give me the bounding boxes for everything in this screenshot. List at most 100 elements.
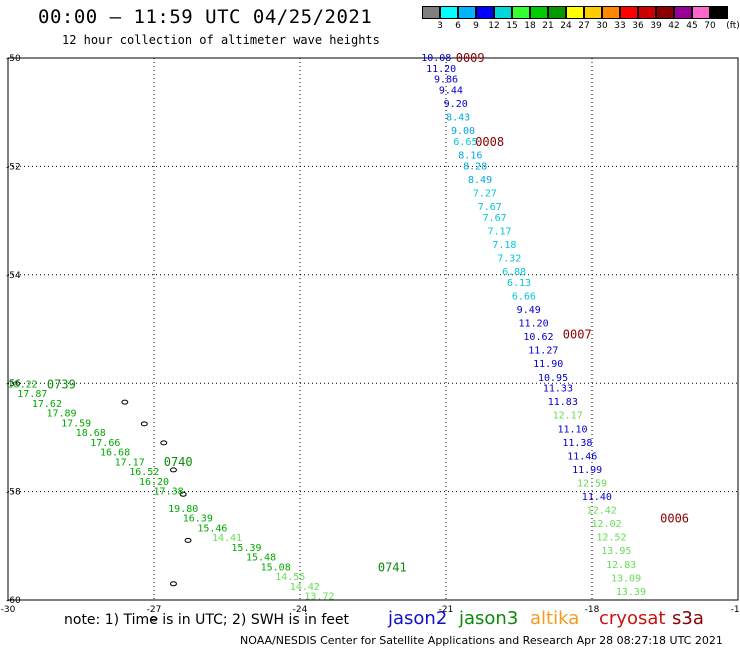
lon-tick-label: -18: [585, 605, 600, 615]
footer-credit: NOAA/NESDIS Center for Satellite Applica…: [240, 634, 723, 647]
swh-label: 11.83: [548, 397, 578, 408]
colorbar-swatch: [440, 6, 458, 19]
swh-label: 8.49: [468, 175, 492, 186]
colorbar-label: 42: [668, 21, 680, 31]
swh-label: 11.10: [557, 424, 587, 435]
colorbar-swatch: [494, 6, 512, 19]
swh-label: 11.33: [543, 384, 573, 395]
swh-label: 17.17: [115, 457, 145, 468]
swh-label: 11.27: [528, 346, 558, 357]
colorbar-label: 18: [524, 21, 536, 31]
time-label: 0008: [475, 135, 504, 149]
time-label: 0007: [563, 327, 592, 341]
colorbar-swatch: [458, 6, 476, 19]
swh-label: 11.90: [533, 359, 563, 370]
swh-label: 16.68: [100, 448, 130, 459]
island-shape: [184, 537, 192, 543]
colorbar-swatch: [530, 6, 548, 19]
swh-label: 14.55: [275, 572, 305, 583]
lat-tick-label: -58: [6, 488, 21, 498]
page-subtitle: 12 hour collection of altimeter wave hei…: [62, 33, 380, 47]
island-shape: [121, 399, 129, 405]
time-label: 0740: [164, 455, 193, 469]
colorbar-label: 9: [473, 21, 479, 31]
swh-label: 15.46: [197, 523, 227, 534]
swh-label: 12.42: [587, 506, 617, 517]
island-shape: [179, 491, 187, 497]
swh-label: 14.41: [212, 533, 242, 544]
satellite-legend-item: cryosat: [599, 608, 666, 629]
swh-label: 12.83: [606, 560, 636, 571]
swh-label: 17.59: [61, 418, 91, 429]
swh-label: 6.66: [512, 291, 536, 302]
colorbar-label: 15: [506, 21, 518, 31]
swh-label: 10.95: [538, 373, 568, 384]
satellite-legend-item: jason2: [388, 608, 448, 629]
colorbar-label: 33: [614, 21, 626, 31]
swh-label: 14.42: [290, 582, 320, 593]
colorbar-label: 30: [596, 21, 608, 31]
lon-tick-label: -15: [731, 605, 740, 615]
colorbar-label: 6: [455, 21, 461, 31]
swh-label: 9.49: [517, 305, 541, 316]
colorbar-swatch: [710, 6, 728, 19]
colorbar-label: 3: [437, 21, 443, 31]
swh-label: 7.67: [483, 213, 507, 224]
page-title: 00:00 – 11:59 UTC 04/25/2021: [38, 6, 373, 28]
swh-label: 16.52: [129, 467, 159, 478]
swh-label: 9.86: [434, 75, 458, 86]
swh-label: 6.65: [453, 137, 477, 148]
swh-label: 19.80: [168, 504, 198, 515]
swh-label: 7.17: [487, 226, 511, 237]
colorbar-label: 45: [686, 21, 698, 31]
colorbar-label: 70: [704, 21, 716, 31]
colorbar-label: 21: [542, 21, 554, 31]
swh-label: 15.48: [246, 553, 276, 564]
colorbar-swatch: [656, 6, 674, 19]
colorbar-label: 24: [560, 21, 572, 31]
swh-label: 9.44: [439, 86, 463, 97]
satellite-legend-item: altika: [530, 608, 580, 629]
colorbar-swatch: [584, 6, 602, 19]
note-text: note: 1) Time is in UTC; 2) SWH is in fe…: [64, 612, 350, 628]
time-label: 0741: [378, 560, 407, 574]
colorbar-label: 12: [488, 21, 500, 31]
colorbar-unit: (ft): [726, 21, 740, 31]
colorbar-swatch: [638, 6, 656, 19]
swh-label: 7.32: [497, 254, 521, 265]
swh-label: 12.52: [596, 533, 626, 544]
swh-label: 18.68: [76, 428, 106, 439]
map-frame: [7, 57, 739, 601]
satellite-legend-item: jason3: [459, 608, 519, 629]
swh-label: 7.67: [478, 202, 502, 213]
swh-label: 12.59: [577, 478, 607, 489]
swh-label: 13.09: [611, 573, 641, 584]
swh-label: 7.27: [473, 189, 497, 200]
swh-label: 13.72: [304, 592, 334, 603]
swh-label: 13.95: [601, 546, 631, 557]
swh-label: 9.20: [444, 99, 468, 110]
lon-tick-label: -27: [147, 605, 162, 615]
swh-label: 17.62: [32, 399, 62, 410]
swh-label: 11.99: [572, 465, 602, 476]
colorbar-swatch: [602, 6, 620, 19]
island-shape: [160, 440, 168, 446]
swh-label: 10.08: [421, 53, 451, 64]
swh-label: 17.66: [90, 438, 120, 449]
lat-tick-label: -52: [6, 162, 21, 172]
swh-label: 11.20: [519, 319, 549, 330]
island-shape: [150, 616, 158, 622]
swh-label: 17.38: [154, 487, 184, 498]
colorbar-swatch: [512, 6, 530, 19]
lat-tick-label: -60: [6, 596, 21, 606]
swh-label: 7.18: [492, 240, 516, 251]
time-label: 0739: [47, 377, 76, 391]
island-shape: [169, 581, 177, 587]
colorbar-swatch: [548, 6, 566, 19]
lat-tick-label: -50: [6, 54, 21, 64]
colorbar-swatch: [620, 6, 638, 19]
colorbar-swatch: [692, 6, 710, 19]
swh-label: 10.62: [523, 332, 553, 343]
swh-label: 16.20: [139, 477, 169, 488]
